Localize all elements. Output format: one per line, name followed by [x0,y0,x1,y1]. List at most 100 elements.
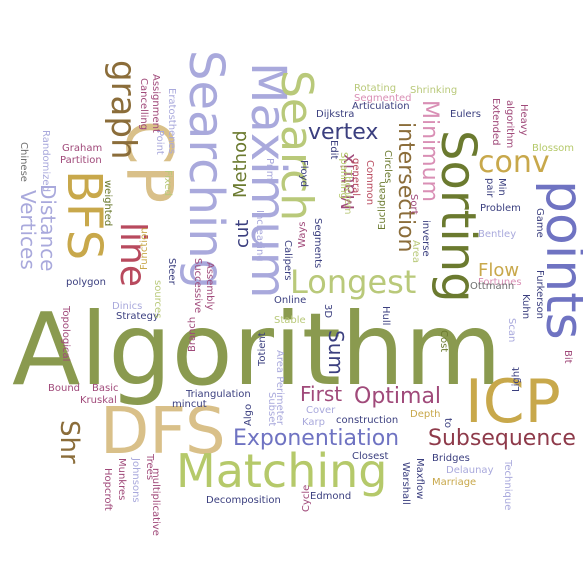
word-min: Min [496,178,507,196]
word-construction: construction [336,415,399,426]
word-area: Area [410,240,421,264]
word-depth: Depth [410,409,441,420]
word-delaunay: Delaunay [446,465,494,476]
word-johnsons: Johnsons [130,458,141,503]
word-scan: Scan [506,318,517,343]
word-first: First [300,382,343,406]
word-totient: Totient [257,332,268,366]
word-fixed: Fixed [162,170,173,196]
word-point: Point [154,130,165,155]
word-algo: Algo [243,403,254,426]
word-triangulation: Triangulation [186,389,251,400]
word-randomized: Randomized [40,130,51,192]
word-graph: graph [103,60,143,160]
word-dinics: Dinics [112,301,143,312]
word-online: Online [274,295,307,306]
word-eulers: Eulers [450,109,481,120]
word-branch: Branch [187,316,198,352]
word-method: Method [230,130,251,198]
word-kruskal: Kruskal [80,395,117,406]
word-heavy: Heavy [518,104,529,136]
word-kuhn: Kuhn [520,294,531,320]
word-partition: Partition [60,155,102,166]
word-function: Function [139,227,150,270]
word-game: Game [534,208,545,238]
word-cancelling: Cancelling [138,78,149,131]
word-matching: Matching [176,444,388,498]
word-graham: Graham [62,143,103,154]
word-ottmann: Ottmann [470,281,515,292]
word-floyd: Floyd [298,160,309,187]
word-distance: Distance [36,184,60,272]
word-sort: Sort [408,194,419,215]
word-problem: Problem [480,203,521,214]
word-euclidean: Euclidean [377,181,388,230]
word-flow: Flow [478,260,520,281]
word-bfs: BFS [56,170,112,261]
word-successive: Successive [192,258,203,314]
word-weighted: weighted [102,180,113,227]
word-cost: Cost [438,330,449,353]
word-sum: Sum [324,330,348,375]
word-searching: Searching [178,50,234,290]
word-furkerson: Furkerson [534,270,545,320]
word-mincut: mincut [172,399,207,410]
word-closest: Closest [352,451,389,462]
word-cut: cut [232,219,253,248]
word-munkres: Munkres [116,458,127,501]
word-hopcroft: Hopcroft [102,468,113,511]
word-light: Light [511,367,522,392]
word-ways: Ways [297,221,308,248]
word-blossom: Blossom [532,143,575,154]
word-edmond: Edmond [310,491,352,502]
word-articulation: Articulation [352,101,410,112]
word-intersection: intersection [393,122,418,253]
word-bridges: Bridges [432,453,470,464]
word-to: to [442,418,453,429]
word-trees: Trees [144,454,155,481]
word-technique: Technique [502,460,513,511]
word-icp: ICP [465,367,561,437]
word-inverse: inverse [420,220,431,257]
word-eratosthenes: Eratosthenes [166,88,177,154]
word-bentley: Bentley [478,229,517,240]
word-maxflow: Maxflow [414,458,425,500]
word-calipers: Calipers [282,240,293,281]
word-edit: Edit [328,140,339,160]
word-decomposition: Decomposition [206,495,281,506]
word-bit: Bit [562,350,573,364]
word-subset: Subset [266,392,277,427]
word-bound: Bound [48,383,81,394]
word-exponentiation: Exponentiation [233,426,400,451]
word-3d: 3D [322,304,333,319]
word-shr: Shr [54,420,84,464]
word-conv: conv [478,145,550,180]
word-segmented: Segmented [354,93,412,104]
word-circles: Circles [382,150,393,184]
word-optimal: Optimal [354,384,442,409]
word-rotating: Rotating [354,83,397,94]
word-karp: Karp [302,417,325,428]
word-prim: Prim [264,158,275,181]
word-vertex: vertex [308,120,379,145]
word-algorithm-small: algorithm [504,100,515,149]
word-pair: pair [484,178,495,198]
word-algorithm: Algorithm [12,291,502,408]
word-common: Common [364,160,375,206]
word-cover: Cover [306,405,336,416]
word-cycle: Cycle [301,484,312,512]
word-spanning: Spanning [338,152,349,199]
word-segments: Segments [312,218,323,269]
word-topological: Topological [60,306,71,362]
word-increasing: Increasing [254,210,265,262]
word-extended: Extended [490,98,501,146]
word-assembly: Assembly [204,262,215,311]
word-polygon: polygon [66,277,106,288]
word-shrinking: Shrinking [410,85,458,96]
word-vertices: Vertices [16,190,40,270]
word-marriage: Marriage [432,477,477,488]
word-warshall: Warshall [400,462,411,505]
word-search: Search [271,70,322,222]
word-longest: Longest [290,263,417,301]
